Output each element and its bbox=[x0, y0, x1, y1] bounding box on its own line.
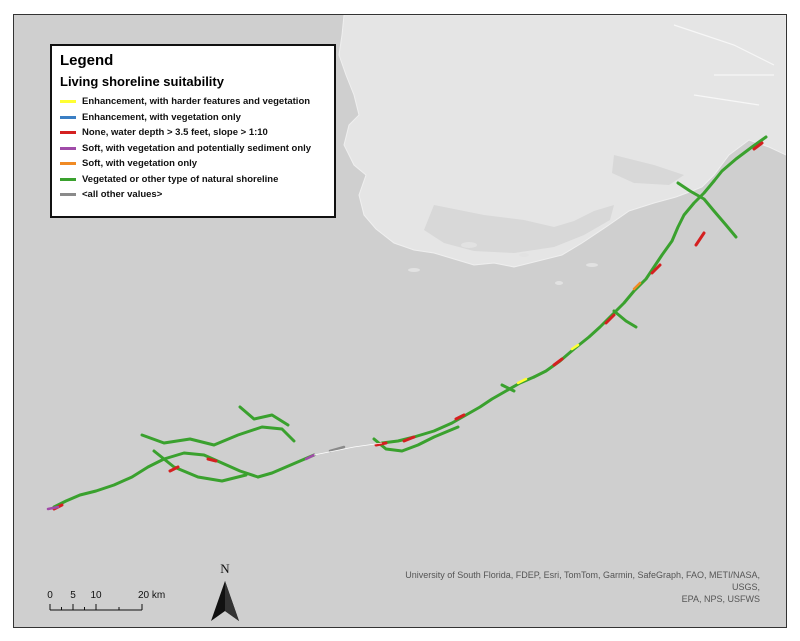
legend-item: Soft, with vegetation and potentially se… bbox=[60, 141, 326, 157]
overseas-highway bbox=[313, 442, 383, 456]
keys-shoreline-natural bbox=[52, 135, 768, 509]
legend-label: Soft, with vegetation only bbox=[82, 158, 198, 170]
legend-label: Vegetated or other type of natural shore… bbox=[82, 173, 279, 185]
legend-items: Enhancement, with harder features and ve… bbox=[60, 94, 326, 203]
scale-tick-label: 20 km bbox=[138, 590, 165, 601]
legend-swatch bbox=[60, 193, 76, 197]
legend-item: <all other values> bbox=[60, 187, 326, 203]
scale-tick-label: 10 bbox=[90, 590, 102, 601]
inland-bay bbox=[424, 205, 614, 253]
legend-item: None, water depth > 3.5 feet, slope > 1:… bbox=[60, 125, 326, 141]
keys-shoreline-other bbox=[46, 281, 642, 511]
legend-swatch bbox=[60, 162, 76, 166]
scale-bar: 0 5 10 20 km bbox=[47, 590, 165, 611]
mainland-road bbox=[673, 24, 775, 106]
legend-swatch bbox=[60, 100, 76, 104]
map-frame: Legend Living shoreline suitability Enha… bbox=[13, 14, 787, 628]
scale-tick-label: 5 bbox=[70, 590, 76, 601]
legend-label: None, water depth > 3.5 feet, slope > 1:… bbox=[82, 127, 268, 139]
legend-item: Soft, with vegetation only bbox=[60, 156, 326, 172]
legend-label: <all other values> bbox=[82, 189, 163, 201]
attribution-line: University of South Florida, FDEP, Esri,… bbox=[405, 570, 760, 592]
legend-swatch bbox=[60, 146, 76, 150]
small-islands bbox=[408, 242, 598, 285]
legend-item: Vegetated or other type of natural shore… bbox=[60, 172, 326, 188]
legend-subtitle: Living shoreline suitability bbox=[60, 74, 224, 89]
legend-label: Enhancement, with harder features and ve… bbox=[82, 96, 311, 108]
legend-label: Soft, with vegetation and potentially se… bbox=[82, 142, 312, 154]
legend-swatch bbox=[60, 115, 76, 119]
north-arrow: N bbox=[211, 561, 239, 621]
map-attribution: University of South Florida, FDEP, Esri,… bbox=[380, 569, 760, 605]
scale-tick-label: 0 bbox=[47, 590, 53, 601]
legend-swatch bbox=[60, 177, 76, 181]
legend-item: Enhancement, with harder features and ve… bbox=[60, 94, 326, 110]
legend-label: Enhancement, with vegetation only bbox=[82, 111, 241, 123]
attribution-line: EPA, NPS, USFWS bbox=[681, 594, 760, 604]
legend-title: Legend bbox=[60, 52, 114, 69]
mainland-landmass bbox=[338, 15, 786, 268]
legend-swatch bbox=[60, 131, 76, 135]
inland-lake bbox=[612, 155, 684, 185]
legend-panel: Legend Living shoreline suitability Enha… bbox=[50, 44, 336, 218]
legend-item: Enhancement, with vegetation only bbox=[60, 110, 326, 126]
scale-bar-line bbox=[49, 604, 143, 611]
north-label: N bbox=[220, 561, 230, 576]
map-canvas[interactable] bbox=[14, 15, 786, 627]
